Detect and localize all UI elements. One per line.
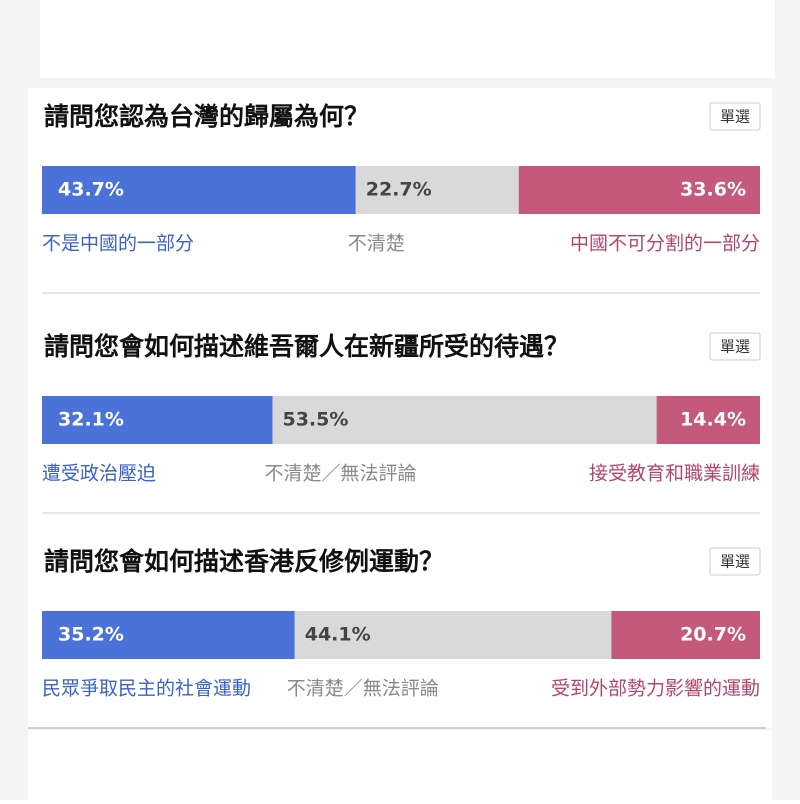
question-title: 請問您會如何描述維吾爾人在新疆所受的待遇？ (44, 332, 569, 361)
value-label: 35.2% (58, 624, 124, 646)
category-label: 不清楚／無法評論 (287, 678, 439, 700)
category-label: 受到外部勢力影響的運動 (551, 678, 760, 700)
bar-segment (518, 166, 760, 214)
category-label: 不清楚 (348, 233, 405, 255)
category-label: 不清楚／無法評論 (264, 463, 416, 485)
tag-box (709, 332, 761, 361)
category-label: 中國不可分割的一部分 (570, 233, 760, 255)
bar-segment (611, 611, 760, 659)
bar-segment (42, 396, 273, 444)
question-title: 請問您會如何描述香港反修例運動？ (44, 547, 444, 576)
category-label: 遭受政治壓迫 (42, 463, 156, 485)
tag: 單選 (720, 108, 750, 126)
bar-segment (355, 166, 519, 214)
tag-box (709, 547, 761, 576)
bar-segment (294, 611, 612, 659)
value-label: 22.7% (366, 179, 432, 201)
bar-segment (42, 166, 356, 214)
category-label: 民眾爭取民主的社會運動 (42, 678, 251, 700)
bar-segment (42, 611, 295, 659)
value-label: 32.1% (58, 409, 124, 431)
value-label: 20.7% (680, 624, 746, 646)
value-label: 43.7% (58, 179, 124, 201)
top-card (40, 0, 775, 78)
value-label: 33.6% (680, 179, 746, 201)
category-label: 不是中國的一部分 (42, 233, 194, 255)
value-label: 53.5% (282, 409, 348, 431)
value-label: 14.4% (680, 409, 746, 431)
bar-segment (272, 396, 657, 444)
question-title: 請問您認為台灣的歸屬為何？ (44, 102, 369, 131)
bar-segment (656, 396, 760, 444)
bottom-card (28, 730, 772, 800)
value-label: 44.1% (305, 624, 371, 646)
tag: 單選 (720, 553, 750, 571)
tag: 單選 (720, 338, 750, 356)
tag-box (709, 102, 761, 131)
category-label: 接受教育和職業訓練 (589, 463, 760, 485)
